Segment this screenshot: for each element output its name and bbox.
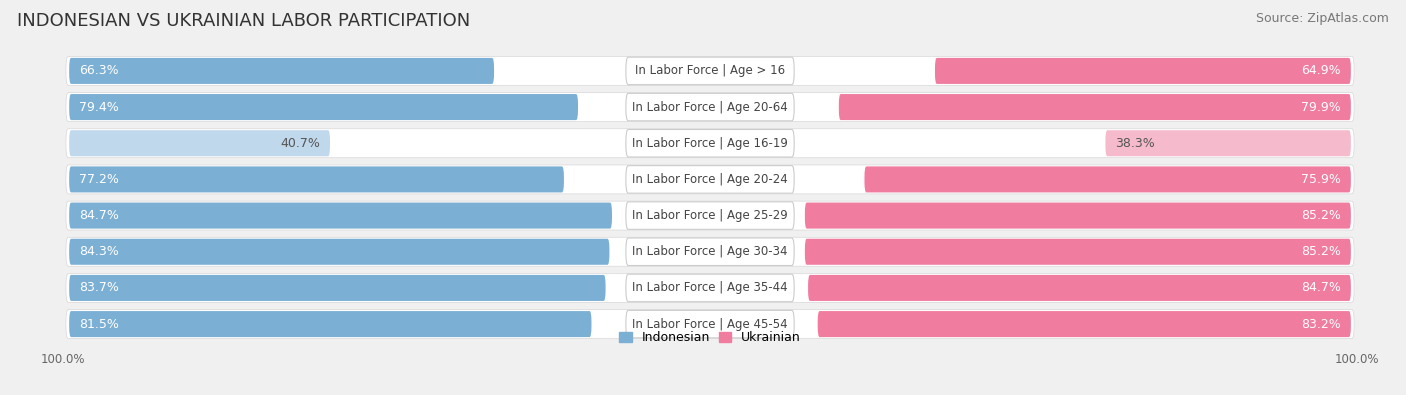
Text: 83.2%: 83.2% xyxy=(1302,318,1341,331)
FancyBboxPatch shape xyxy=(626,130,794,157)
FancyBboxPatch shape xyxy=(804,203,1351,229)
FancyBboxPatch shape xyxy=(66,237,1354,266)
FancyBboxPatch shape xyxy=(935,58,1351,84)
FancyBboxPatch shape xyxy=(626,57,794,85)
Text: 81.5%: 81.5% xyxy=(79,318,118,331)
FancyBboxPatch shape xyxy=(865,166,1351,192)
FancyBboxPatch shape xyxy=(818,311,1351,337)
Text: 77.2%: 77.2% xyxy=(79,173,118,186)
FancyBboxPatch shape xyxy=(66,129,1354,158)
FancyBboxPatch shape xyxy=(839,94,1351,120)
FancyBboxPatch shape xyxy=(66,310,1354,339)
FancyBboxPatch shape xyxy=(66,56,1354,85)
Text: 83.7%: 83.7% xyxy=(79,281,118,294)
FancyBboxPatch shape xyxy=(626,310,794,338)
FancyBboxPatch shape xyxy=(66,92,1354,122)
Text: 84.7%: 84.7% xyxy=(1302,281,1341,294)
FancyBboxPatch shape xyxy=(69,203,612,229)
FancyBboxPatch shape xyxy=(69,239,609,265)
FancyBboxPatch shape xyxy=(626,274,794,302)
Text: 79.4%: 79.4% xyxy=(79,101,118,114)
Text: Source: ZipAtlas.com: Source: ZipAtlas.com xyxy=(1256,12,1389,25)
Text: 79.9%: 79.9% xyxy=(1302,101,1341,114)
FancyBboxPatch shape xyxy=(69,275,606,301)
FancyBboxPatch shape xyxy=(626,202,794,229)
Text: In Labor Force | Age 25-29: In Labor Force | Age 25-29 xyxy=(633,209,787,222)
Text: In Labor Force | Age 20-64: In Labor Force | Age 20-64 xyxy=(633,101,787,114)
Text: 84.3%: 84.3% xyxy=(79,245,118,258)
FancyBboxPatch shape xyxy=(808,275,1351,301)
Text: In Labor Force | Age 16-19: In Labor Force | Age 16-19 xyxy=(633,137,787,150)
Text: In Labor Force | Age 30-34: In Labor Force | Age 30-34 xyxy=(633,245,787,258)
FancyBboxPatch shape xyxy=(66,201,1354,230)
Text: 38.3%: 38.3% xyxy=(1115,137,1154,150)
FancyBboxPatch shape xyxy=(66,165,1354,194)
Text: 66.3%: 66.3% xyxy=(79,64,118,77)
FancyBboxPatch shape xyxy=(69,130,330,156)
FancyBboxPatch shape xyxy=(804,239,1351,265)
Text: 85.2%: 85.2% xyxy=(1302,209,1341,222)
FancyBboxPatch shape xyxy=(69,166,564,192)
Text: In Labor Force | Age 20-24: In Labor Force | Age 20-24 xyxy=(633,173,787,186)
FancyBboxPatch shape xyxy=(626,166,794,193)
FancyBboxPatch shape xyxy=(69,311,592,337)
Text: 64.9%: 64.9% xyxy=(1302,64,1341,77)
FancyBboxPatch shape xyxy=(69,94,578,120)
FancyBboxPatch shape xyxy=(66,273,1354,303)
Text: INDONESIAN VS UKRAINIAN LABOR PARTICIPATION: INDONESIAN VS UKRAINIAN LABOR PARTICIPAT… xyxy=(17,12,470,30)
Text: In Labor Force | Age 45-54: In Labor Force | Age 45-54 xyxy=(633,318,787,331)
Text: 40.7%: 40.7% xyxy=(280,137,321,150)
Text: 75.9%: 75.9% xyxy=(1302,173,1341,186)
FancyBboxPatch shape xyxy=(626,93,794,121)
Text: In Labor Force | Age > 16: In Labor Force | Age > 16 xyxy=(636,64,785,77)
Text: 84.7%: 84.7% xyxy=(79,209,118,222)
Text: 85.2%: 85.2% xyxy=(1302,245,1341,258)
FancyBboxPatch shape xyxy=(626,238,794,265)
Legend: Indonesian, Ukrainian: Indonesian, Ukrainian xyxy=(619,331,801,344)
FancyBboxPatch shape xyxy=(1105,130,1351,156)
FancyBboxPatch shape xyxy=(69,58,494,84)
Text: In Labor Force | Age 35-44: In Labor Force | Age 35-44 xyxy=(633,281,787,294)
